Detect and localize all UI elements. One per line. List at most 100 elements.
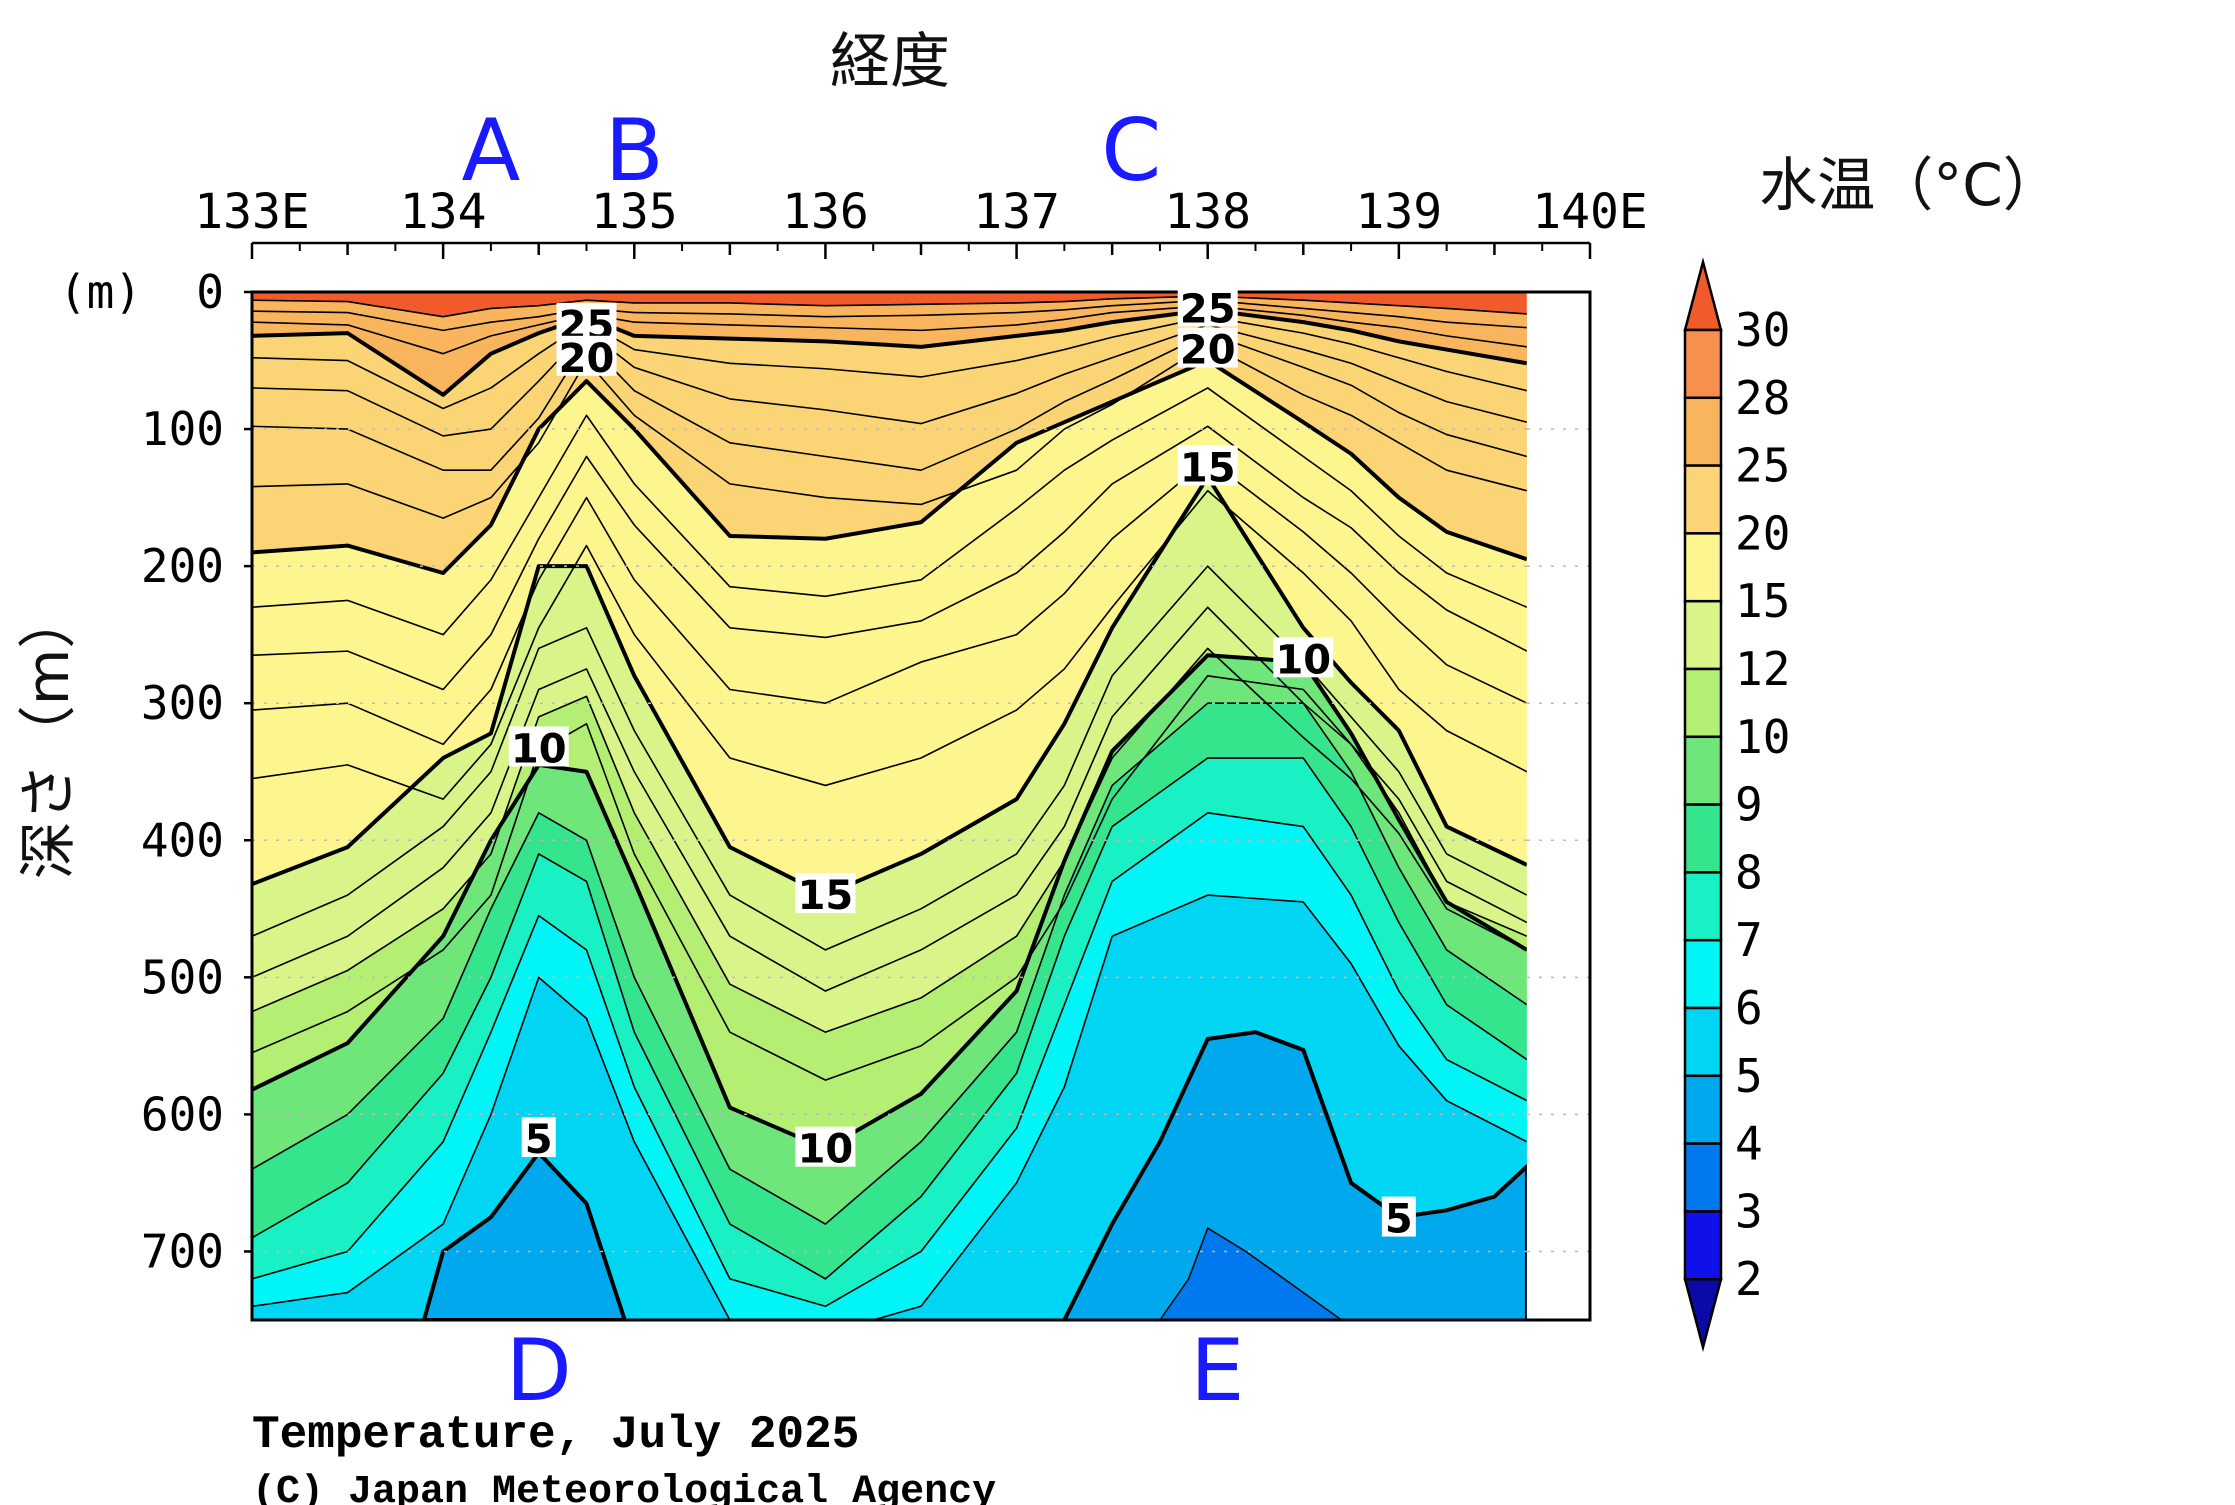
isotherm-14	[252, 565, 1527, 951]
copyright-note: (C) Japan Meteorological Agency	[252, 1470, 996, 1505]
deep-water-regions	[421, 1030, 1527, 1320]
plot-frame	[250, 290, 1592, 1322]
contour-label: 25	[1180, 286, 1236, 332]
chart-title: Temperature, July 2025	[252, 1409, 859, 1461]
colorbar-swatch	[1683, 938, 1723, 1010]
region-below-4-2	[1159, 1227, 1343, 1320]
colorbar-swatch	[1683, 599, 1723, 671]
y-tick-label: 300	[141, 676, 224, 730]
colorbar-swatch	[1683, 667, 1723, 739]
region-markers: A B C D E	[462, 101, 1245, 1421]
contour-label: 5	[1385, 1197, 1413, 1243]
y-tick-label: 200	[141, 539, 224, 593]
isotherm-8	[252, 757, 1527, 1280]
y-unit-label: (m)	[59, 265, 142, 319]
colorbar-label: 10	[1735, 710, 1790, 764]
isotherm-18	[252, 425, 1527, 691]
contour-label-bg	[1177, 286, 1238, 327]
colorbar-swatch	[1683, 464, 1723, 535]
colorbar-label: 2	[1735, 1252, 1763, 1306]
contour-label-bg	[1381, 1196, 1416, 1237]
colorbar-label: 9	[1735, 778, 1763, 832]
colorbar-label: 30	[1735, 303, 1790, 357]
contour-label: 15	[798, 873, 854, 919]
isotherm-19	[252, 387, 1527, 636]
isotherm-lines	[252, 295, 1527, 1320]
contour-label-bg	[795, 873, 856, 914]
x-axis-title: 経度	[830, 27, 950, 97]
isotherm-20	[252, 358, 1527, 575]
colorbar-label: 4	[1735, 1117, 1763, 1171]
contour-label: 10	[1275, 637, 1331, 683]
isotherm-15	[252, 475, 1527, 898]
isotherm-12	[252, 647, 1527, 1033]
colorbar-swatch	[1683, 803, 1723, 874]
contour-label-bg	[556, 335, 617, 376]
colorbar-label: 28	[1735, 371, 1790, 425]
region-marker-D: D	[506, 1321, 572, 1421]
isotherm-25	[252, 307, 1527, 397]
y-tick-label: 400	[141, 813, 224, 867]
isotherm-17	[252, 458, 1527, 746]
contour-label-bg	[508, 726, 569, 767]
y-axis-title: 深さ（m）	[14, 591, 82, 880]
isotherm-22	[252, 332, 1527, 471]
region-marker-E: E	[1190, 1321, 1244, 1421]
no-data-strip	[1526, 294, 1588, 1318]
contour-label: 10	[511, 726, 567, 772]
isotherm-9	[252, 702, 1527, 1225]
isotherm-11	[252, 674, 1527, 1081]
x-tick-label: 136	[782, 184, 869, 240]
x-tick-label: 138	[1164, 184, 1251, 240]
colorbar-swatch	[1683, 1210, 1723, 1281]
region-marker-A: A	[462, 101, 521, 201]
isotherm-6	[252, 894, 1527, 1320]
colorbar-label: 12	[1735, 642, 1790, 696]
colorbar-label: 5	[1735, 1049, 1763, 1103]
contour-label: 10	[798, 1127, 854, 1173]
colorbar-label: 25	[1735, 439, 1790, 493]
colorbar-swatch	[1683, 735, 1723, 806]
contour-label-bg	[521, 1117, 556, 1158]
contour-label: 20	[1180, 328, 1236, 374]
colorbar-swatch	[1683, 1074, 1723, 1145]
x-tick-label: 140E	[1532, 184, 1648, 240]
colorbar-label: 8	[1735, 845, 1763, 899]
y-tick-label: 500	[141, 950, 224, 1004]
x-tick-label: 134	[400, 184, 487, 240]
isotherm-27	[252, 299, 1527, 332]
contour-label-bg	[1273, 637, 1334, 678]
x-tick-label: 133E	[194, 184, 310, 240]
region-below-5-1	[1062, 1030, 1527, 1320]
colorbar-label: 15	[1735, 574, 1790, 628]
region-marker-B: B	[605, 101, 664, 201]
y-axis: 0 100 200 300 400 500 600 700 (m)	[59, 265, 252, 1278]
colorbar-label: 20	[1735, 506, 1790, 560]
colorbar-swatch	[1683, 871, 1723, 942]
isotherm-10	[252, 653, 1527, 1151]
contour-label: 20	[559, 336, 615, 382]
colorbar-swatch	[1683, 396, 1723, 467]
isotherm-24	[252, 315, 1527, 410]
colorbar-label: 7	[1735, 913, 1763, 967]
region-marker-C: C	[1101, 101, 1161, 201]
contour-label: 15	[1180, 445, 1236, 491]
isotherm-23	[252, 324, 1527, 437]
contour-label: 5	[525, 1117, 553, 1163]
x-tick-label: 139	[1356, 184, 1443, 240]
x-tick-label: 137	[973, 184, 1060, 240]
y-tick-label: 0	[196, 265, 224, 319]
depth-grid	[252, 294, 1590, 1318]
contour-label-bg	[1177, 327, 1238, 368]
colorbar: 30 28 25 20 15 12 10 9 8 7 6 5 4 3 2	[1683, 257, 1790, 1353]
y-tick-label: 100	[141, 402, 224, 456]
y-tick-label: 700	[141, 1224, 224, 1278]
contour-label-bg	[795, 1126, 856, 1167]
contour-label-bg	[1177, 445, 1238, 486]
isotherm-16	[252, 489, 1527, 800]
isotherm-7	[252, 812, 1527, 1308]
x-axis: 133E 134 135 136 137 138 139 140E	[194, 184, 1648, 259]
x-tick-label: 135	[591, 184, 678, 240]
